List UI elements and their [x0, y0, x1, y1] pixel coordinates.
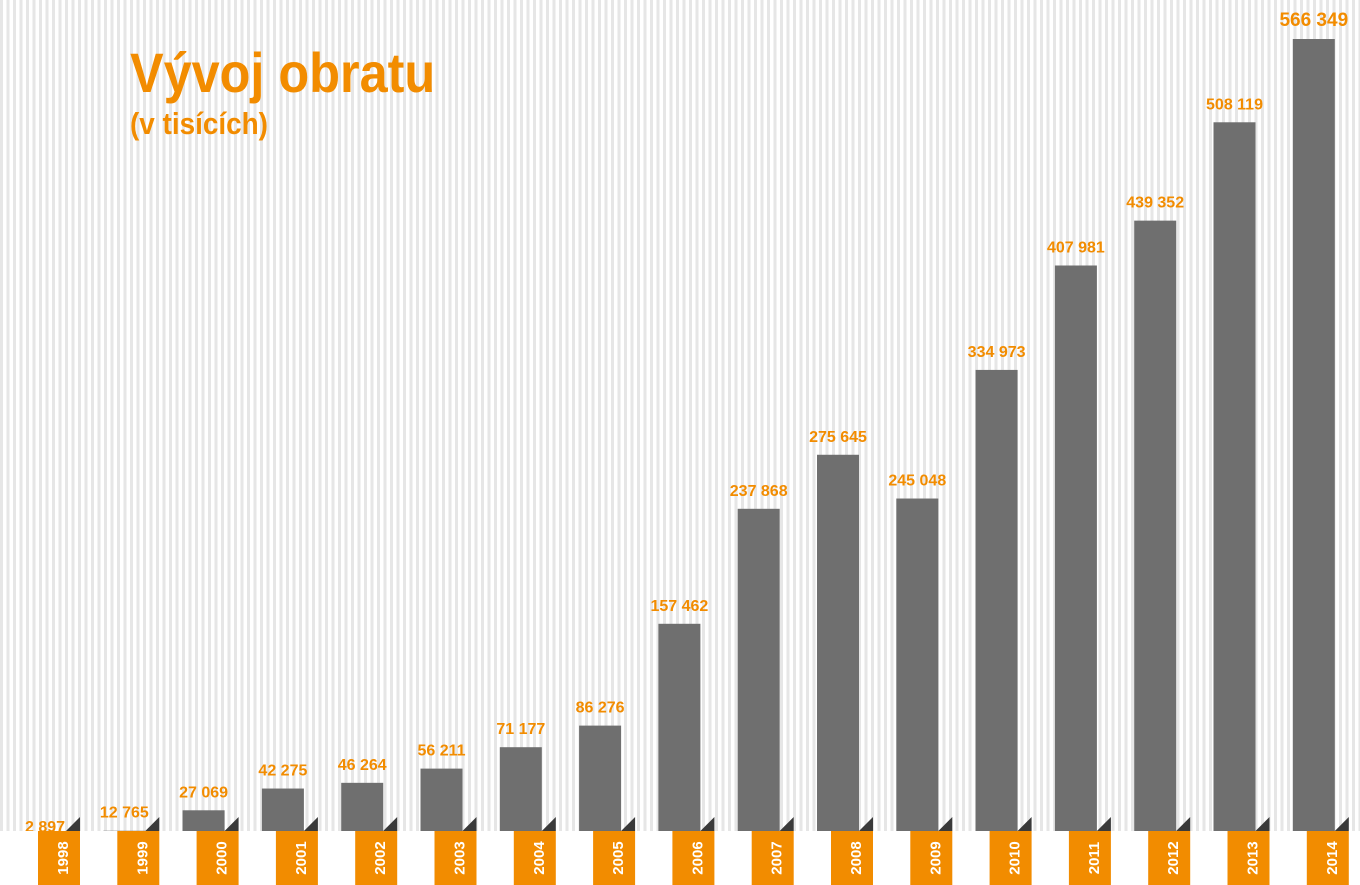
x-tick-label: 2010 — [1007, 841, 1024, 874]
x-tick-label: 2011 — [1086, 842, 1103, 875]
x-tick-label: 2014 — [1324, 841, 1341, 875]
year-tab — [831, 831, 873, 885]
value-label: 237 868 — [730, 483, 788, 500]
year-tab — [1068, 831, 1111, 885]
value-label: 245 048 — [888, 473, 946, 490]
year-tab — [1148, 831, 1191, 885]
year-tab — [910, 831, 953, 885]
chart-subtitle: (v tisících) — [130, 107, 268, 142]
value-label: 46 264 — [338, 757, 387, 774]
value-label: 157 462 — [650, 598, 708, 615]
tab-fold — [224, 817, 239, 831]
year-tab — [355, 831, 398, 885]
value-label: 12 765 — [100, 805, 149, 822]
tab-fold — [700, 817, 715, 831]
x-tick-label: 1999 — [134, 841, 151, 874]
year-tab — [593, 831, 636, 885]
year-tab — [1227, 831, 1270, 885]
tab-fold — [1017, 817, 1032, 831]
value-label: 56 211 — [417, 743, 465, 760]
x-tick-label: 2000 — [214, 841, 231, 874]
year-tab — [989, 831, 1032, 885]
year-tab — [1306, 831, 1349, 885]
bar — [896, 498, 939, 849]
value-label: 508 119 — [1206, 96, 1263, 113]
bar — [1134, 220, 1177, 850]
x-tick-label: 2012 — [1165, 841, 1182, 874]
year-tab — [672, 831, 715, 885]
x-tick-label: 2005 — [610, 841, 627, 874]
value-label: 407 981 — [1047, 240, 1105, 257]
tab-fold — [303, 817, 318, 831]
value-label: 27 069 — [179, 784, 228, 801]
x-tick-label: 2001 — [293, 841, 310, 874]
bar — [658, 623, 701, 849]
value-label: 86 276 — [576, 700, 625, 717]
tab-fold — [938, 817, 953, 831]
year-tab — [117, 831, 160, 885]
x-tick-label: 2013 — [1244, 841, 1261, 874]
tab-fold — [1255, 817, 1270, 831]
x-tick-label: 2008 — [848, 841, 865, 874]
tab-fold — [383, 817, 398, 831]
value-label: 71 177 — [496, 721, 545, 738]
bar — [1213, 122, 1256, 850]
tab-fold — [541, 817, 556, 831]
value-label: 275 645 — [809, 429, 867, 446]
value-label: 566 349 — [1279, 10, 1348, 31]
x-tick-label: 1998 — [55, 841, 72, 874]
tab-fold — [1176, 817, 1191, 831]
tab-fold — [859, 817, 873, 831]
x-tick-label: 2003 — [451, 841, 468, 874]
year-tab — [275, 831, 318, 885]
x-tick-label: 2009 — [927, 841, 944, 874]
bar — [1054, 265, 1097, 849]
year-tab — [751, 831, 794, 885]
x-tick-label: 2004 — [531, 841, 548, 875]
tab-fold — [1096, 817, 1111, 831]
value-label: 42 275 — [258, 763, 307, 780]
tab-fold — [1334, 817, 1349, 831]
year-tab — [434, 831, 477, 885]
bar — [737, 508, 780, 849]
bar — [579, 725, 622, 849]
value-label: 334 973 — [968, 344, 1026, 361]
year-tab — [513, 831, 556, 885]
year-tab — [196, 831, 239, 885]
bar — [1292, 39, 1335, 849]
x-tick-label: 2007 — [769, 841, 786, 874]
bar — [817, 454, 859, 849]
year-tab — [38, 831, 80, 885]
tab-fold — [779, 817, 794, 831]
value-label: 439 352 — [1126, 195, 1184, 212]
tab-fold — [145, 817, 160, 831]
tabs: 1998 1999 2000 2001 2002 2003 2004 2005 2006 2007… — [38, 817, 1349, 885]
tab-fold — [66, 817, 80, 831]
x-tick-label: 2006 — [689, 841, 706, 874]
x-tick-label: 2002 — [372, 841, 389, 874]
tab-fold — [621, 817, 636, 831]
tab-fold — [462, 817, 477, 831]
chart-title: Vývoj obratu — [130, 43, 435, 105]
bar — [975, 369, 1018, 849]
